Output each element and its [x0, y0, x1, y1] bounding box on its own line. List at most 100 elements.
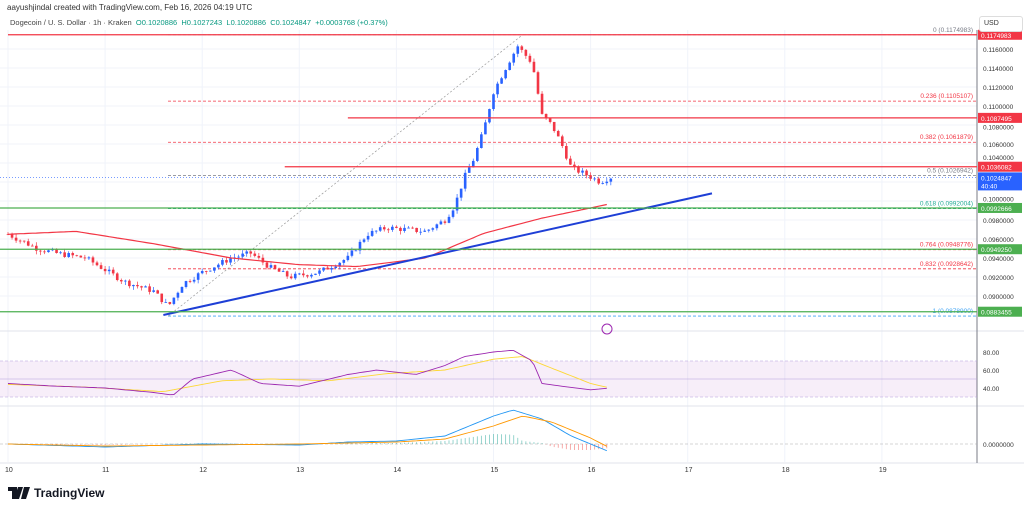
price-tick-label: 0.1000000: [983, 196, 1014, 203]
candle-body: [423, 230, 427, 232]
price-level-tag: [978, 306, 1022, 317]
price-level-tag: [978, 29, 1022, 40]
candle-body: [14, 237, 18, 241]
price-level-label: 0.1087495: [981, 116, 1012, 123]
rsi-tick-label: 40.00: [983, 386, 1000, 393]
candle-body: [71, 253, 75, 256]
candle-body: [200, 271, 204, 274]
candle-body: [148, 286, 151, 292]
candle-body: [237, 256, 240, 258]
candle-body: [298, 273, 301, 275]
candle-body: [221, 260, 224, 265]
candle-body: [565, 145, 568, 159]
candle-body: [180, 286, 184, 293]
candle-body: [152, 290, 155, 292]
candle-body: [140, 286, 143, 288]
candle-body: [184, 281, 188, 287]
chart-credit: aayushjindal created with TradingView.co…: [7, 3, 253, 12]
symbol-legend: Dogecoin / U. S. Dollar · 1h · Kraken O0…: [10, 18, 388, 27]
candle-body: [6, 234, 10, 236]
candle-body: [548, 118, 552, 122]
candle-body: [536, 72, 540, 94]
candle-body: [370, 230, 374, 236]
candle-body: [516, 46, 520, 54]
price-chart[interactable]: 0.1160000 0.1140000 0.1120000 0.1100000 0.10…: [0, 0, 1024, 480]
candle-body: [540, 93, 544, 114]
candle-body: [144, 286, 147, 288]
candle-body: [455, 197, 459, 211]
time-tick-label: 11: [102, 467, 109, 474]
candle-body: [26, 241, 30, 246]
candle-body: [532, 61, 536, 73]
time-tick-label: 15: [491, 467, 499, 474]
candle-body: [382, 227, 386, 230]
candle-body: [75, 255, 79, 257]
candle-body: [261, 257, 265, 263]
candle-body: [10, 234, 14, 238]
candle-body: [508, 62, 511, 71]
candle-body: [552, 121, 556, 131]
price-level-label: 0.0992666: [981, 206, 1012, 213]
candle-body: [310, 274, 313, 277]
candle-body: [196, 273, 200, 280]
price-level-tag: [978, 112, 1022, 123]
candle-body: [103, 268, 107, 272]
change-value: +0.0003768 (+0.37%): [315, 18, 388, 27]
candle-body: [136, 284, 139, 287]
candle-body: [378, 227, 382, 231]
support-trendline: [163, 192, 713, 316]
candle-body: [520, 46, 524, 50]
symbol-name[interactable]: Dogecoin / U. S. Dollar · 1h · Kraken: [10, 18, 132, 27]
candle-body: [132, 284, 135, 287]
candle-body: [399, 227, 402, 231]
candle-body: [95, 262, 99, 266]
price-tick-label: 0.1120000: [983, 85, 1014, 92]
candle-body: [318, 270, 321, 274]
candle-body: [253, 253, 257, 256]
candle-body: [330, 268, 333, 270]
candle-body: [192, 279, 196, 282]
candle-body: [87, 257, 91, 259]
candle-body: [346, 255, 350, 261]
candle-body: [99, 265, 103, 269]
price-level-tag: [978, 161, 1022, 172]
candle-body: [164, 302, 168, 303]
last-price-label: 0.1024847: [981, 175, 1012, 182]
candle-body: [281, 271, 285, 273]
candle-body: [512, 53, 516, 63]
candle-body: [334, 266, 338, 269]
time-tick-label: 17: [685, 467, 693, 474]
fib-level-label: 0.618 (0.0992004): [920, 201, 973, 208]
candle-body: [241, 253, 244, 257]
price-tick-label: 0.0900000: [983, 294, 1014, 301]
currency-button[interactable]: USD: [979, 16, 1023, 32]
time-tick-label: 13: [296, 467, 304, 474]
moving-average-line: [7, 203, 607, 268]
candle-body: [51, 249, 54, 251]
candle-body: [59, 252, 62, 254]
candle-body: [354, 250, 358, 252]
candle-body: [476, 148, 479, 161]
candle-body: [443, 221, 447, 223]
price-tick-label: 0.1100000: [983, 104, 1014, 111]
candle-body: [480, 134, 483, 149]
price-tick-label: 0.0940000: [983, 256, 1014, 263]
candle-body: [269, 265, 273, 268]
candle-body: [249, 251, 253, 254]
candle-body: [257, 255, 261, 258]
candle-body: [528, 55, 532, 62]
candle-body: [124, 280, 127, 282]
fib-level-label: 0.832 (0.0928642): [920, 261, 973, 268]
candle-body: [91, 257, 95, 263]
fib-level-label: 0.764 (0.0948776): [920, 242, 973, 249]
candle-body: [556, 130, 560, 137]
candle-body: [107, 269, 111, 272]
time-tick-label: 19: [879, 467, 887, 474]
candle-body: [204, 271, 208, 272]
candle-body: [18, 240, 22, 242]
candle-body: [471, 160, 475, 168]
candle-body: [609, 178, 613, 182]
candle-body: [439, 221, 443, 225]
candle-body: [593, 178, 596, 180]
candle-body: [326, 267, 329, 270]
